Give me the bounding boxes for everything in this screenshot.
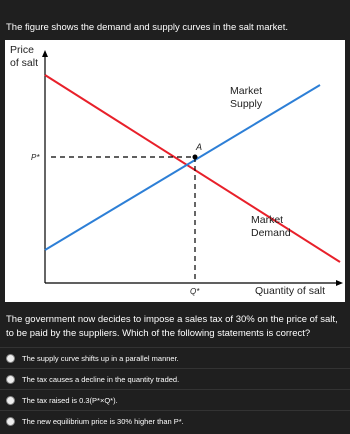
y-arrow bbox=[42, 50, 48, 57]
option[interactable]: The tax causes a decline in the quantity… bbox=[0, 368, 350, 390]
x-axis-label: Quantity of salt bbox=[255, 285, 325, 297]
supply-label: Market bbox=[230, 85, 262, 97]
question-text: The government now decides to impose a s… bbox=[6, 314, 338, 339]
price-label: P* bbox=[31, 153, 40, 162]
y-axis-label: Price bbox=[10, 44, 34, 56]
quantity-label: Q* bbox=[190, 287, 200, 296]
option[interactable]: The tax raised is 0.3(P*×Q*). bbox=[0, 389, 350, 411]
demand-label: Market bbox=[251, 214, 283, 226]
demand-curve bbox=[44, 74, 341, 263]
figure: Price of salt P* A Q* Market Supply Mark… bbox=[5, 40, 345, 302]
radio-button[interactable] bbox=[6, 417, 15, 426]
radio-button[interactable] bbox=[6, 375, 15, 384]
point-label: A bbox=[195, 142, 202, 152]
option-text: The tax causes a decline in the quantity… bbox=[22, 375, 180, 384]
supply-curve bbox=[44, 84, 321, 251]
equilibrium-point bbox=[192, 154, 198, 160]
y-axis-label: of salt bbox=[10, 57, 38, 69]
supply-label: Supply bbox=[230, 98, 263, 110]
radio-button[interactable] bbox=[6, 396, 15, 405]
option[interactable]: The supply curve shifts up in a parallel… bbox=[0, 347, 350, 369]
option[interactable]: The new equilibrium price is 30% higher … bbox=[0, 410, 350, 432]
option-text: The new equilibrium price is 30% higher … bbox=[22, 417, 184, 426]
option-text: The tax raised is 0.3(P*×Q*). bbox=[22, 396, 118, 405]
demand-label: Demand bbox=[251, 227, 291, 239]
radio-button[interactable] bbox=[6, 354, 15, 363]
option-text: The supply curve shifts up in a parallel… bbox=[22, 354, 179, 363]
intro-text: The figure shows the demand and supply c… bbox=[6, 22, 288, 33]
x-arrow bbox=[336, 280, 343, 286]
